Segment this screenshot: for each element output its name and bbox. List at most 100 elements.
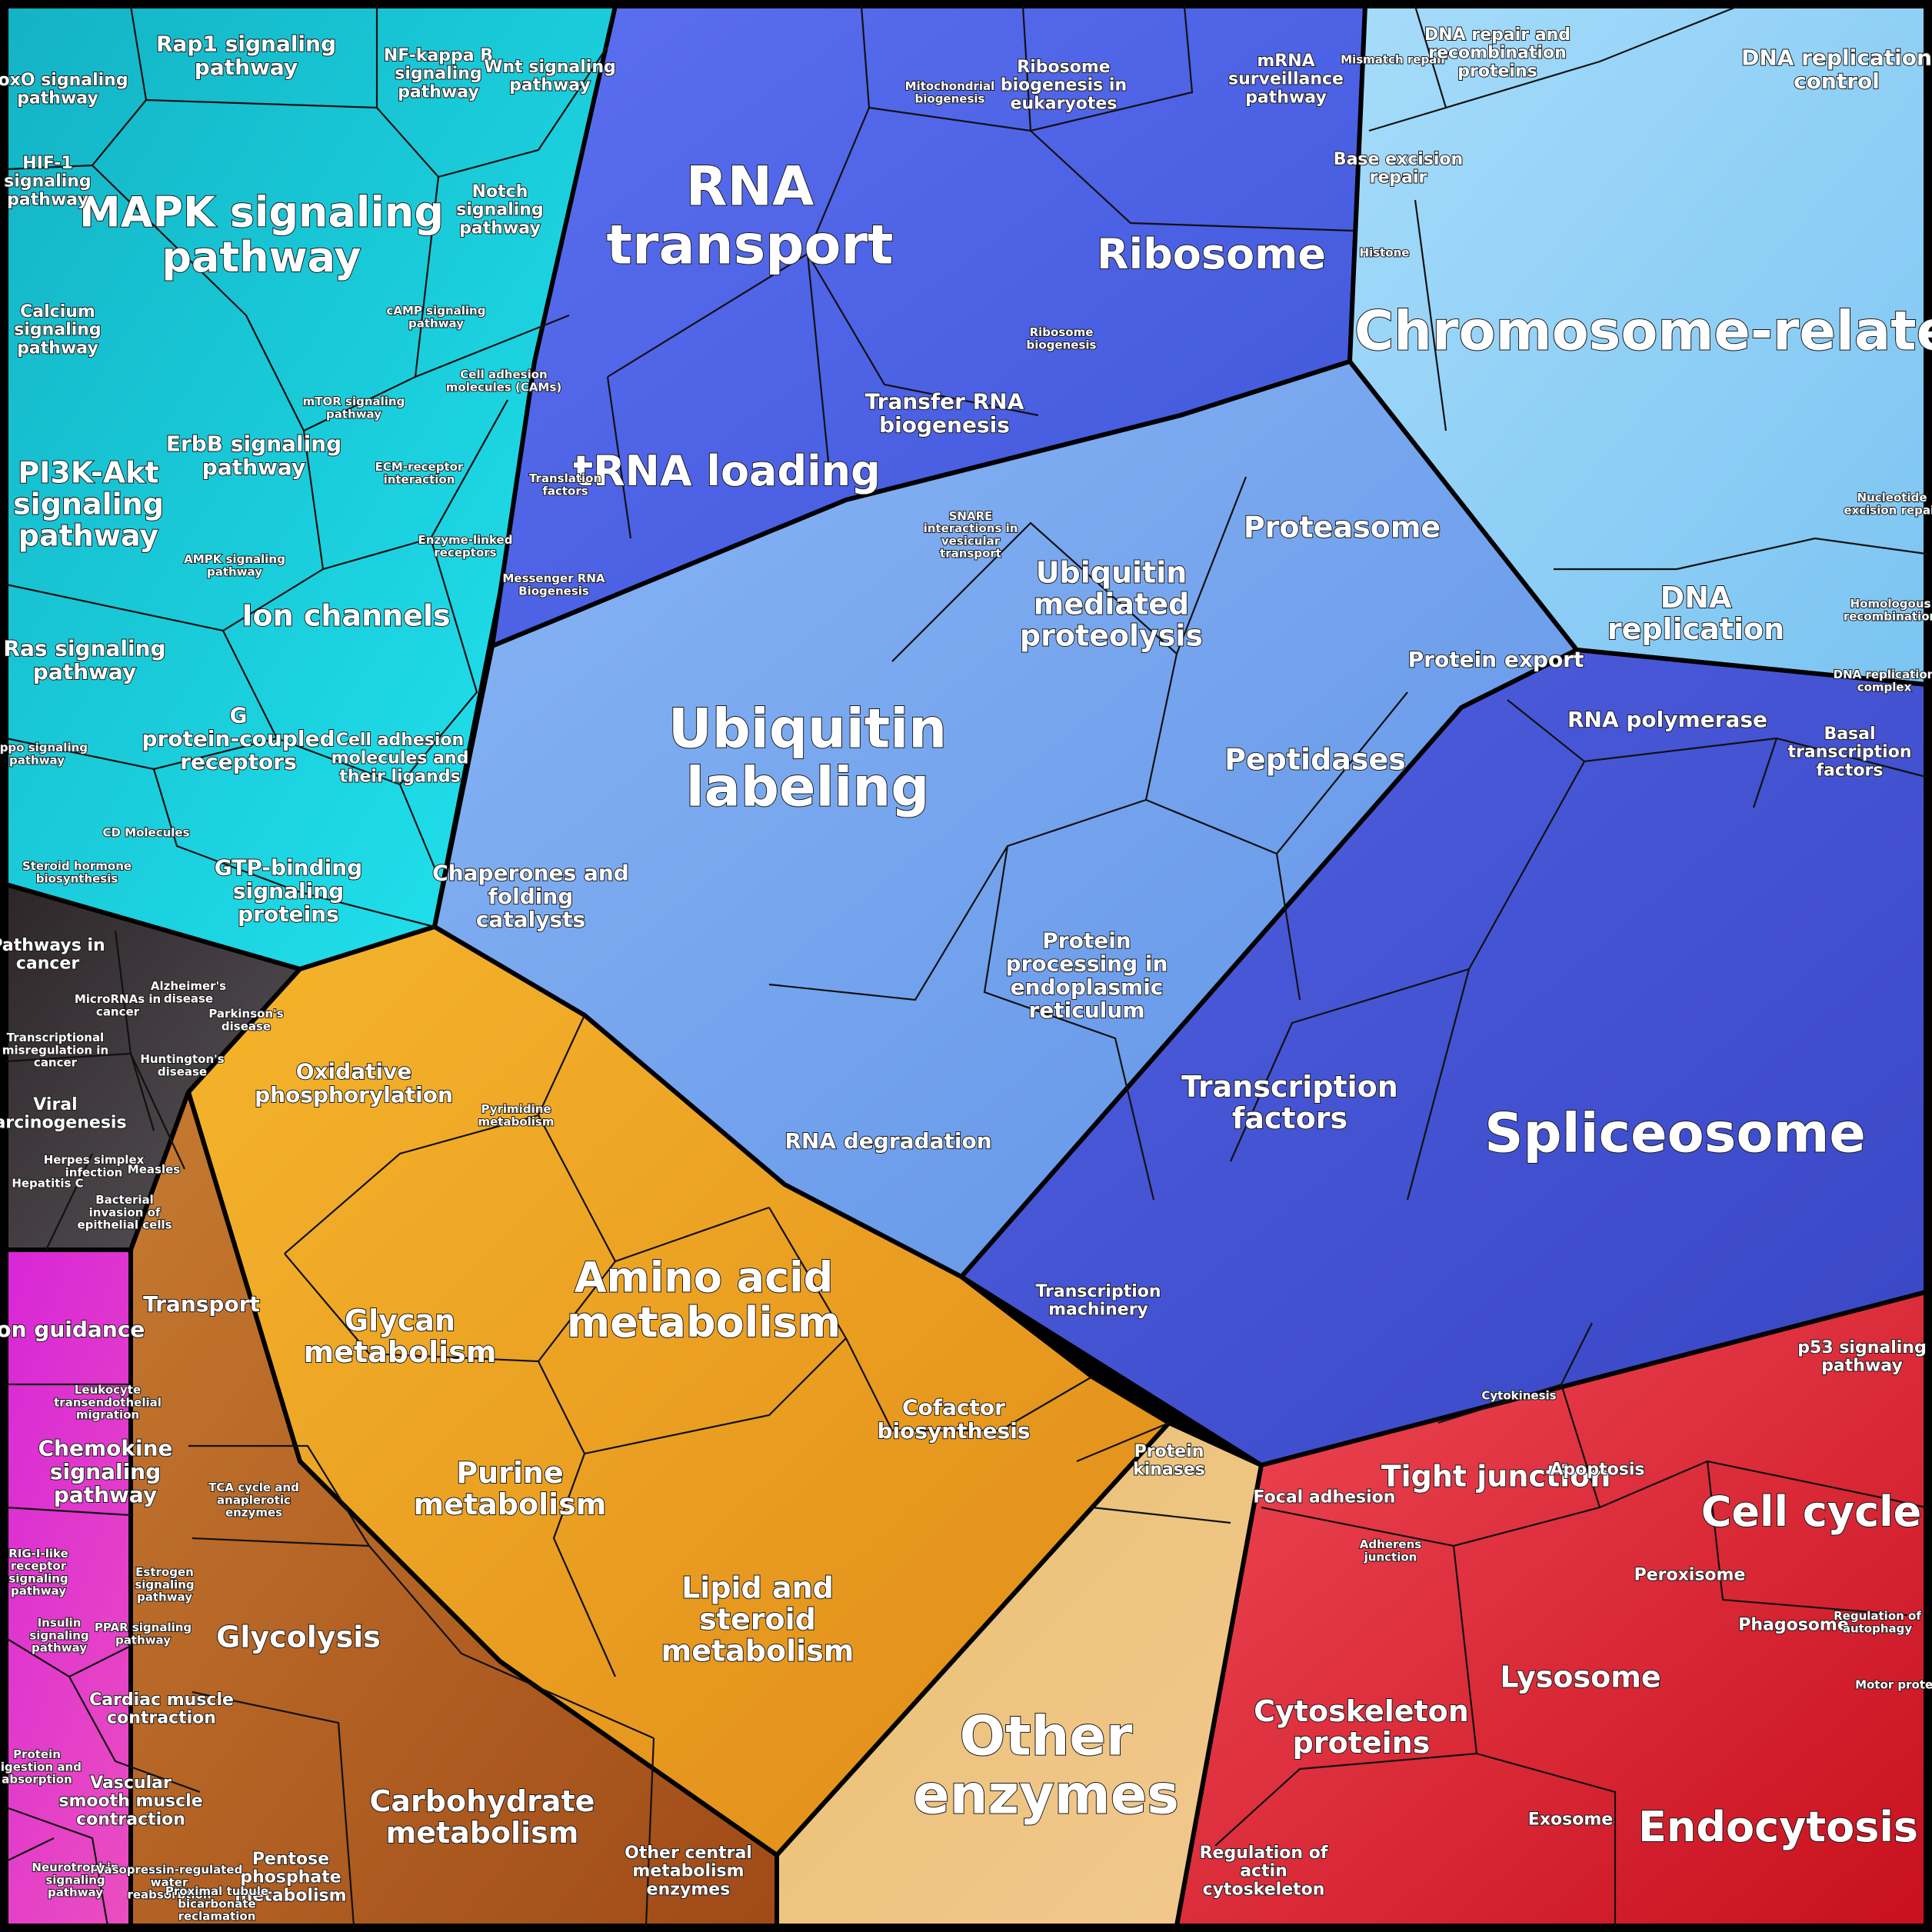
label-chemokine-signaling-pathway: Chemokine signaling pathway — [38, 1436, 172, 1507]
label-ecm-receptor-interaction: ECM-receptor interaction — [375, 460, 464, 486]
label-other-central-metabolism-enzymes: Other central metabolism enzymes — [625, 1844, 752, 1900]
label-ppar-signaling-pathway: PPAR signaling pathway — [95, 1621, 192, 1647]
label-protein-export: Protein export — [1408, 647, 1584, 672]
region-organismal[interactable] — [4, 1247, 241, 1928]
label-lipid-and-steroid-metabolism: Lipid and steroid metabolism — [661, 1571, 854, 1667]
label-chromosome-related: Chromosome-related — [1354, 300, 1932, 363]
label-dna-replication-complex: DNA replication complex — [1834, 668, 1932, 694]
label-measles: Measles — [128, 1162, 180, 1176]
label-translation-factors: Translation factors — [529, 471, 601, 498]
label-motor-proteins: Motor proteins — [1855, 1677, 1932, 1691]
label-basal-transcription-factors: Basal transcription factors — [1788, 724, 1912, 781]
label-estrogen-signaling-pathway: Estrogen signaling pathway — [135, 1565, 194, 1604]
label-camp-signaling-pathway: cAMP signaling pathway — [387, 304, 486, 330]
label-cell-cycle: Cell cycle — [1701, 1487, 1921, 1536]
label-phagosome: Phagosome — [1738, 1616, 1849, 1635]
label-transcription-factors: Transcription factors — [1181, 1070, 1398, 1135]
label-pentose-phosphate-metabolism: Pentose phosphate metabolism — [235, 1850, 346, 1906]
label-huntington-s-disease: Huntington's disease — [140, 1052, 224, 1078]
label-enzyme-linked-receptors: Enzyme-linked receptors — [418, 533, 513, 559]
label-viral-carcinogenesis: Viralcarcinogenesis — [0, 1095, 127, 1133]
label-protein-kinases: Protein kinases — [1133, 1442, 1205, 1480]
label-other-enzymes: Other enzymes — [913, 1705, 1179, 1827]
label-leukocyte-transendothelial-migration: Leukocyte transendothelial migration — [54, 1383, 162, 1421]
label-dna-repair-and-recombination-proteins: DNA repair and recombination proteins — [1424, 25, 1571, 82]
label-pathways-in-cancer: Pathways in cancer — [0, 936, 105, 974]
labels: MAPK signaling pathway Rap1 signaling pathw… — [0, 25, 1932, 1924]
subdivisions — [5, 5, 1927, 1927]
label-rna-polymerase: RNA polymerase — [1567, 707, 1767, 732]
label-rap1-signaling-pathway: Rap1 signaling pathway — [156, 32, 336, 80]
label-ubiquitin-labeling: Ubiquitin labeling — [668, 698, 947, 819]
label-proximal-tubule-bicarbonate-reclamation: Proximal tubule bicarbonate reclamation — [165, 1884, 268, 1923]
label-mitochondrial-biogenesis: Mitochondrial biogenesis — [905, 79, 995, 105]
label-dna-replication-control: DNA replication control — [1741, 45, 1932, 94]
label-base-excision-repair: Base excision repair — [1334, 150, 1463, 188]
label-p53-signaling-pathway: p53 signaling pathway — [1797, 1338, 1926, 1376]
label-exosome: Exosome — [1528, 1810, 1613, 1830]
label-trna-loading: tRNA loading — [573, 447, 881, 495]
label-cofactor-biosynthesis: Cofactor biosynthesis — [878, 1395, 1031, 1444]
label-regulation-of-actin-cytoskeleton: Regulation of actin cytoskeleton — [1200, 1844, 1328, 1900]
label-messenger-rna-biogenesis: Messenger RNA Biogenesis — [502, 571, 605, 598]
label-glycolysis: Glycolysis — [216, 1620, 381, 1654]
label-carbohydrate-metabolism: Carbohydrate metabolism — [370, 1784, 595, 1850]
label-ribosome: Ribosome — [1097, 230, 1326, 278]
label-adherens-junction: Adherens junction — [1360, 1537, 1421, 1564]
label-ribosome-biogenesis: Ribosome biogenesis — [1027, 325, 1097, 351]
label-cell-adhesion-molecules-and-their-ligands: Cell adhesion molecules and their ligands — [331, 731, 469, 787]
label-transfer-rna-biogenesis: Transfer RNA biogenesis — [865, 389, 1024, 438]
label-wnt-signaling-pathway: Wnt signaling pathway — [484, 58, 616, 95]
label-mismatch-repair: Mismatch repair — [1341, 52, 1447, 66]
label-proteasome: Proteasome — [1244, 510, 1441, 544]
label-cardiac-muscle-contraction: Cardiac muscle contraction — [89, 1690, 234, 1728]
label-ion-channels: Ion channels — [242, 598, 450, 632]
label-homologous-recombination: Homologous recombination — [1844, 597, 1932, 623]
label-cytokinesis: Cytokinesis — [1481, 1388, 1556, 1402]
label-nucleotide-excision-repair: Nucleotide excision repair — [1844, 491, 1932, 517]
label-glycan-metabolism: Glycan metabolism — [304, 1304, 497, 1369]
label-axon-guidance: Axon guidance — [0, 1317, 145, 1342]
label-snare-interactions-in-vesicular-transport: SNARE interactions in vesicular transport — [924, 509, 1018, 561]
label-gtp-binding-signaling-proteins: GTP-binding signaling proteins — [215, 855, 362, 927]
label-foxo-signaling-pathway: FoxO signaling pathway — [0, 71, 128, 108]
label-chaperones-and-folding-catalysts: Chaperones and folding catalysts — [432, 861, 629, 932]
label-transcriptional-misregulation-in-cancer: Transcriptional misregulation in cancer — [2, 1031, 108, 1069]
region-cellular[interactable] — [1174, 1290, 1928, 1928]
label-protein-processing-in-endoplasmic-reticulum: Protein processing in endoplasmic reticulum — [1006, 928, 1168, 1023]
label-erbb-signaling-pathway: ErbB signaling pathway — [166, 431, 341, 480]
label-mtor-signaling-pathway: mTOR signaling pathway — [303, 395, 405, 421]
label-pi3k-akt-signaling-pathway: PI3K-Akt signaling pathway — [13, 455, 164, 552]
label-notch-signaling-pathway: Notch signaling pathway — [456, 182, 543, 238]
label-vasopressin-regulated-water-reabsorption: Vasopressin-regulated water reabsorption — [96, 1863, 243, 1901]
label-cell-adhesion-molecules-cams: Cell adhesion molecules (CAMs) — [446, 368, 561, 394]
label-dna-replication: DNA replication — [1607, 581, 1784, 646]
label-vascular-smooth-muscle-contraction: Vascular smooth muscle contraction — [58, 1774, 202, 1830]
label-protein-digestion-and-absorption: Protein digestion and absorption — [0, 1747, 82, 1786]
label-histone: Histone — [1360, 245, 1410, 259]
label-rna-transport: RNA transport — [607, 155, 894, 277]
label-transport: Transport — [143, 1291, 260, 1317]
label-ribosome-biogenesis-in-eukaryotes: Ribosome biogenesis in eukaryotes — [1001, 58, 1127, 114]
label-transcription-machinery: Transcription machinery — [1035, 1282, 1161, 1320]
label-insulin-signaling-pathway: Insulin signaling pathway — [29, 1616, 88, 1654]
label-hepatitis-c: Hepatitis C — [12, 1176, 83, 1190]
label-micrornas-in-cancer: MicroRNAs in cancer — [75, 992, 161, 1018]
label-apoptosis: Apoptosis — [1551, 1461, 1645, 1480]
label-regulation-of-autophagy: Regulation of autophagy — [1834, 1609, 1921, 1635]
label-ras-signaling-pathway: Ras signaling pathway — [3, 636, 165, 685]
label-peptidases: Peptidases — [1224, 742, 1406, 776]
label-steroid-hormone-biosynthesis: Steroid hormone biosynthesis — [22, 859, 132, 885]
label-purine-metabolism: Purine metabolism — [414, 1456, 607, 1521]
label-amino-acid-metabolism: Amino acid metabolism — [567, 1254, 841, 1347]
label-pyrimidine-metabolism: Pyrimidine metabolism — [478, 1102, 555, 1128]
label-spliceosome: Spliceosome — [1484, 1102, 1866, 1165]
label-oxidative-phosphorylation: Oxidative phosphorylation — [255, 1059, 453, 1108]
label-tight-junction: Tight junction — [1381, 1459, 1611, 1493]
label-focal-adhesion: Focal adhesion — [1254, 1488, 1396, 1507]
label-neurotrophin-signaling-pathway: Neurotrophin signaling pathway — [32, 1860, 118, 1899]
